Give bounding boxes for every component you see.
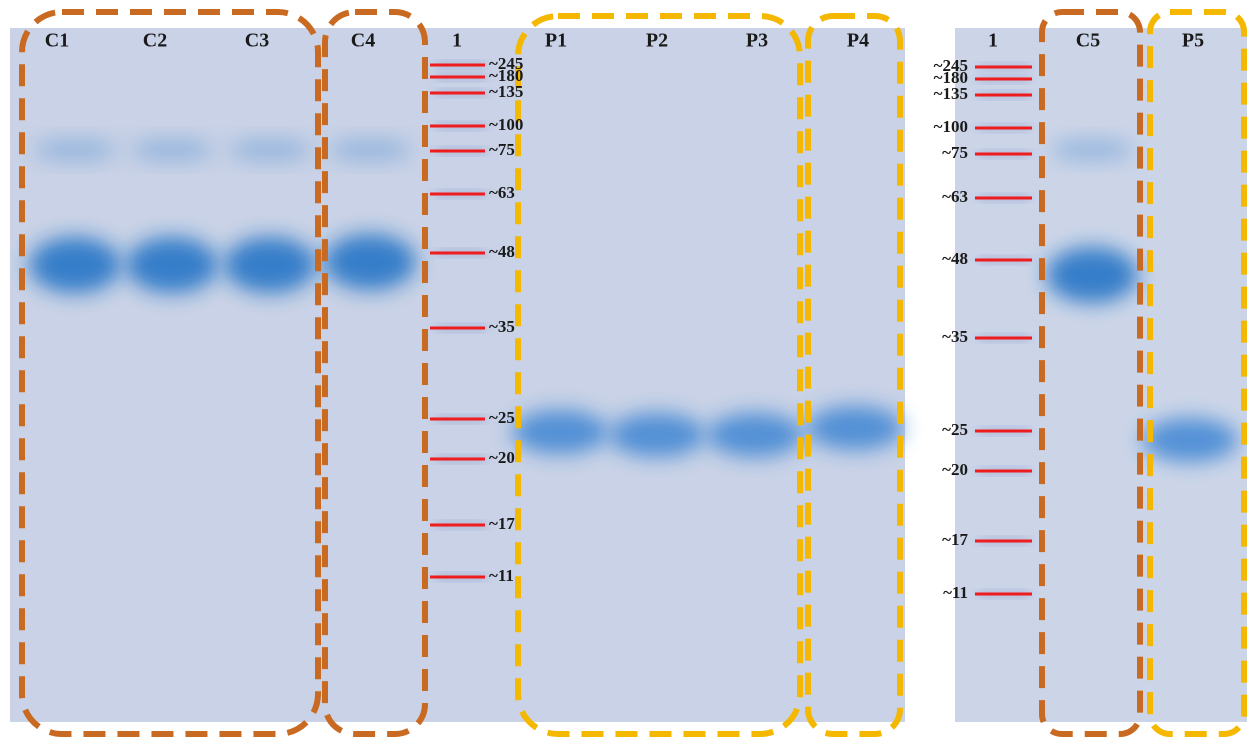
marker-label: ~35	[942, 327, 968, 346]
left-gel	[10, 28, 905, 722]
marker-label: ~25	[489, 408, 515, 427]
band	[1046, 247, 1138, 303]
marker-label: ~100	[489, 115, 523, 134]
marker-label: ~75	[489, 140, 515, 159]
marker-label: ~100	[934, 117, 968, 136]
faint-band	[328, 138, 412, 162]
band	[807, 406, 903, 450]
lane-label: C1	[45, 30, 69, 52]
marker-label: ~17	[942, 530, 968, 549]
marker-label: ~20	[942, 460, 968, 479]
gel-figure: C1C2C3C41P1P2P3P41C5P5~245~180~135~100~7…	[0, 0, 1247, 740]
lane-label: P4	[847, 30, 869, 52]
band	[224, 237, 316, 293]
right-gel	[955, 28, 1247, 722]
lane-label: 1	[988, 30, 998, 52]
marker-label: ~25	[942, 420, 968, 439]
lane-label: P3	[746, 30, 768, 52]
marker-label: ~11	[943, 583, 968, 602]
lane-label: C4	[351, 30, 375, 52]
marker-label: ~63	[489, 183, 515, 202]
band	[1142, 418, 1238, 462]
lane-label: C3	[245, 30, 269, 52]
marker-label: ~135	[489, 82, 523, 101]
marker-label: ~48	[942, 249, 968, 268]
marker-label: ~48	[489, 242, 515, 261]
faint-band	[1050, 138, 1134, 162]
band	[707, 413, 803, 457]
band	[29, 237, 121, 293]
marker-label: ~35	[489, 317, 515, 336]
lane-label: P2	[646, 30, 668, 52]
marker-label: ~135	[934, 84, 968, 103]
marker-label: ~75	[942, 143, 968, 162]
lane-label: P5	[1182, 30, 1204, 52]
lane-label: C5	[1076, 30, 1100, 52]
lane-label: P1	[545, 30, 567, 52]
lane-label: C2	[143, 30, 167, 52]
lane-label: 1	[452, 30, 462, 52]
faint-band	[228, 138, 312, 162]
band	[609, 413, 705, 457]
band	[324, 234, 416, 290]
marker-label: ~20	[489, 448, 515, 467]
band	[126, 237, 218, 293]
marker-label: ~63	[942, 187, 968, 206]
faint-band	[130, 138, 214, 162]
marker-label: ~17	[489, 514, 515, 533]
band	[512, 410, 608, 454]
faint-band	[33, 138, 117, 162]
marker-label: ~11	[489, 566, 514, 585]
